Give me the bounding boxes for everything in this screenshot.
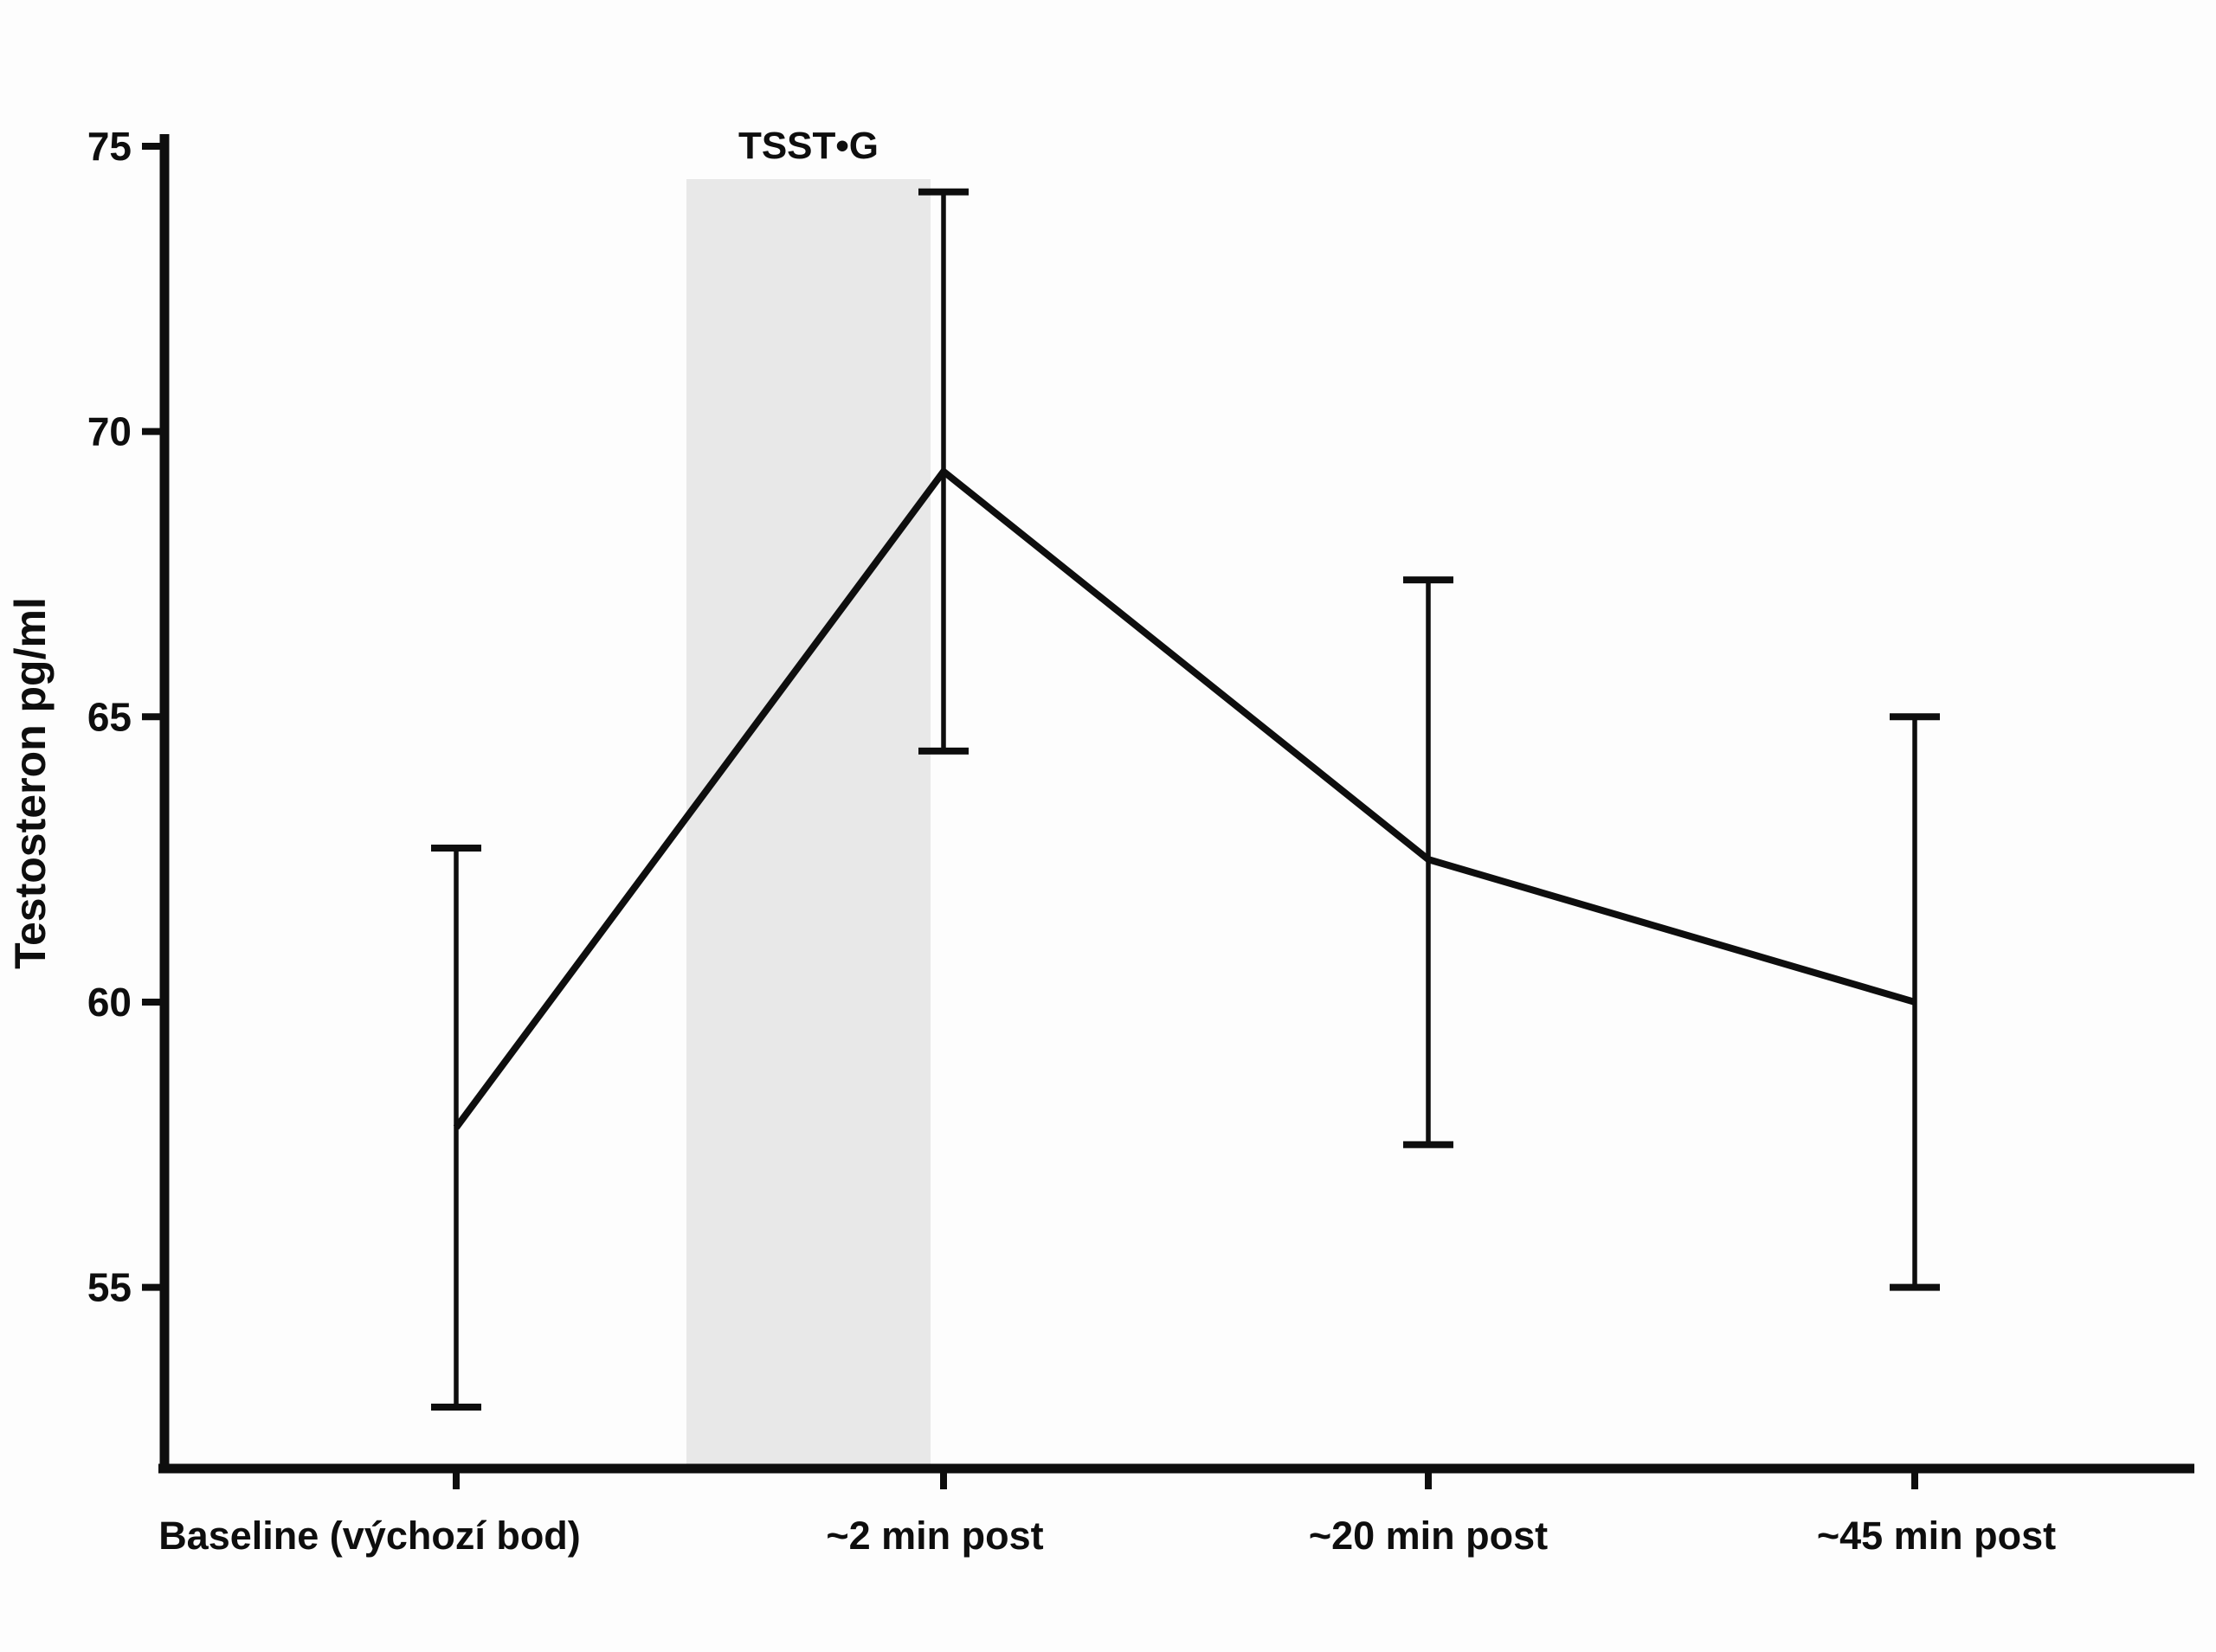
stressor-band: [686, 179, 931, 1469]
x-category-label: Baseline (výchozí bod): [158, 1514, 581, 1558]
y-tick-label: 75: [87, 124, 132, 169]
y-tick-label: 65: [87, 694, 132, 739]
x-category-label: ~20 min post: [1309, 1514, 1548, 1558]
y-axis-title: Testosteron pg/ml: [6, 597, 55, 969]
x-category-label: ~45 min post: [1817, 1514, 2056, 1558]
y-tick-label: 60: [87, 980, 132, 1025]
y-tick-label: 70: [87, 409, 132, 454]
data-line: [453, 466, 1916, 1130]
x-category-label: ~2 min post: [826, 1514, 1043, 1558]
y-tick-label: 55: [87, 1265, 132, 1310]
stressor-band-label: TSST•G: [738, 125, 879, 167]
